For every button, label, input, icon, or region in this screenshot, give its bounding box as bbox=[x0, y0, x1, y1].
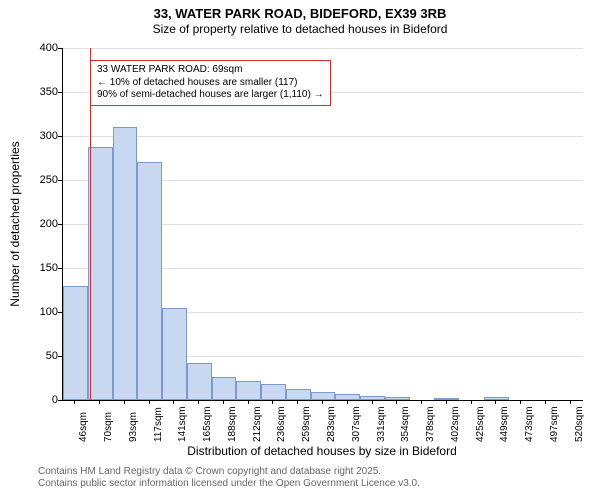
x-tick-mark bbox=[149, 400, 150, 404]
x-tick-label: 283sqm bbox=[326, 406, 337, 442]
histogram-bar bbox=[88, 147, 113, 400]
x-tick-label: 497sqm bbox=[549, 406, 560, 442]
x-tick-mark bbox=[495, 400, 496, 404]
x-tick-label: 473sqm bbox=[524, 406, 535, 442]
histogram-bar bbox=[63, 286, 88, 400]
histogram-bar bbox=[261, 384, 286, 400]
x-tick-label: 307sqm bbox=[351, 406, 362, 442]
x-tick-label: 425sqm bbox=[475, 406, 486, 442]
x-tick-label: 117sqm bbox=[153, 407, 164, 442]
x-tick-label: 378sqm bbox=[425, 406, 436, 442]
x-tick-mark bbox=[272, 400, 273, 404]
x-tick-label: 188sqm bbox=[227, 406, 238, 442]
histogram-bar bbox=[311, 392, 336, 400]
x-tick-label: 236sqm bbox=[276, 406, 287, 442]
x-tick-label: 46sqm bbox=[78, 412, 89, 442]
histogram-bar bbox=[187, 363, 212, 400]
x-tick-mark bbox=[223, 400, 224, 404]
x-tick-label: 449sqm bbox=[499, 406, 510, 442]
y-tick-mark bbox=[58, 268, 62, 269]
histogram-bar bbox=[434, 398, 459, 400]
grid-line bbox=[63, 136, 583, 137]
x-tick-mark bbox=[545, 400, 546, 404]
chart-title-main: 33, WATER PARK ROAD, BIDEFORD, EX39 3RB bbox=[0, 0, 600, 22]
y-tick-label: 250 bbox=[18, 174, 58, 186]
x-tick-label: 212sqm bbox=[252, 406, 263, 442]
y-tick-label: 100 bbox=[18, 306, 58, 318]
x-tick-mark bbox=[372, 400, 373, 404]
grid-line bbox=[63, 48, 583, 49]
histogram-bar bbox=[286, 389, 311, 400]
histogram-bar bbox=[360, 396, 385, 400]
x-tick-label: 402sqm bbox=[450, 406, 461, 442]
x-tick-mark bbox=[446, 400, 447, 404]
x-tick-label: 70sqm bbox=[103, 412, 114, 442]
y-tick-label: 50 bbox=[18, 350, 58, 362]
x-tick-mark bbox=[99, 400, 100, 404]
x-tick-mark bbox=[297, 400, 298, 404]
y-tick-mark bbox=[58, 136, 62, 137]
x-tick-mark bbox=[322, 400, 323, 404]
y-tick-mark bbox=[58, 312, 62, 313]
x-tick-mark bbox=[471, 400, 472, 404]
y-tick-mark bbox=[58, 224, 62, 225]
y-tick-label: 350 bbox=[18, 86, 58, 98]
y-tick-label: 150 bbox=[18, 262, 58, 274]
histogram-bar bbox=[212, 377, 237, 400]
footer-line: Contains HM Land Registry data © Crown c… bbox=[38, 466, 420, 478]
x-tick-mark bbox=[520, 400, 521, 404]
x-tick-label: 331sqm bbox=[376, 406, 387, 442]
annotation-line: 90% of semi-detached houses are larger (… bbox=[97, 89, 324, 102]
x-axis-label: Distribution of detached houses by size … bbox=[62, 444, 582, 458]
histogram-bar bbox=[335, 394, 360, 400]
y-tick-mark bbox=[58, 180, 62, 181]
x-tick-label: 354sqm bbox=[400, 406, 411, 442]
y-tick-mark bbox=[58, 400, 62, 401]
annotation-line: 33 WATER PARK ROAD: 69sqm bbox=[97, 64, 324, 77]
y-tick-mark bbox=[58, 356, 62, 357]
x-tick-label: 141sqm bbox=[177, 406, 188, 442]
footer-attribution: Contains HM Land Registry data © Crown c… bbox=[38, 466, 420, 490]
histogram-bar bbox=[137, 162, 162, 400]
x-tick-label: 165sqm bbox=[202, 406, 213, 442]
chart-title-sub: Size of property relative to detached ho… bbox=[0, 22, 600, 38]
x-tick-mark bbox=[173, 400, 174, 404]
x-tick-mark bbox=[570, 400, 571, 404]
histogram-bar bbox=[236, 381, 261, 400]
y-tick-label: 0 bbox=[18, 394, 58, 406]
y-tick-label: 400 bbox=[18, 42, 58, 54]
x-tick-mark bbox=[248, 400, 249, 404]
y-tick-mark bbox=[58, 48, 62, 49]
x-tick-label: 520sqm bbox=[574, 406, 585, 442]
x-tick-mark bbox=[124, 400, 125, 404]
chart-container: 33, WATER PARK ROAD, BIDEFORD, EX39 3RB … bbox=[0, 0, 600, 500]
histogram-bar bbox=[162, 308, 187, 400]
y-tick-label: 200 bbox=[18, 218, 58, 230]
footer-line: Contains public sector information licen… bbox=[38, 478, 420, 490]
x-tick-mark bbox=[421, 400, 422, 404]
x-tick-mark bbox=[74, 400, 75, 404]
annotation-line: ← 10% of detached houses are smaller (11… bbox=[97, 77, 324, 90]
x-tick-mark bbox=[347, 400, 348, 404]
y-tick-label: 300 bbox=[18, 130, 58, 142]
x-tick-label: 93sqm bbox=[128, 412, 139, 442]
histogram-bar bbox=[113, 127, 138, 400]
y-tick-mark bbox=[58, 92, 62, 93]
x-tick-mark bbox=[198, 400, 199, 404]
annotation-box: 33 WATER PARK ROAD: 69sqm← 10% of detach… bbox=[90, 60, 331, 106]
x-tick-mark bbox=[396, 400, 397, 404]
x-tick-label: 259sqm bbox=[301, 406, 312, 442]
